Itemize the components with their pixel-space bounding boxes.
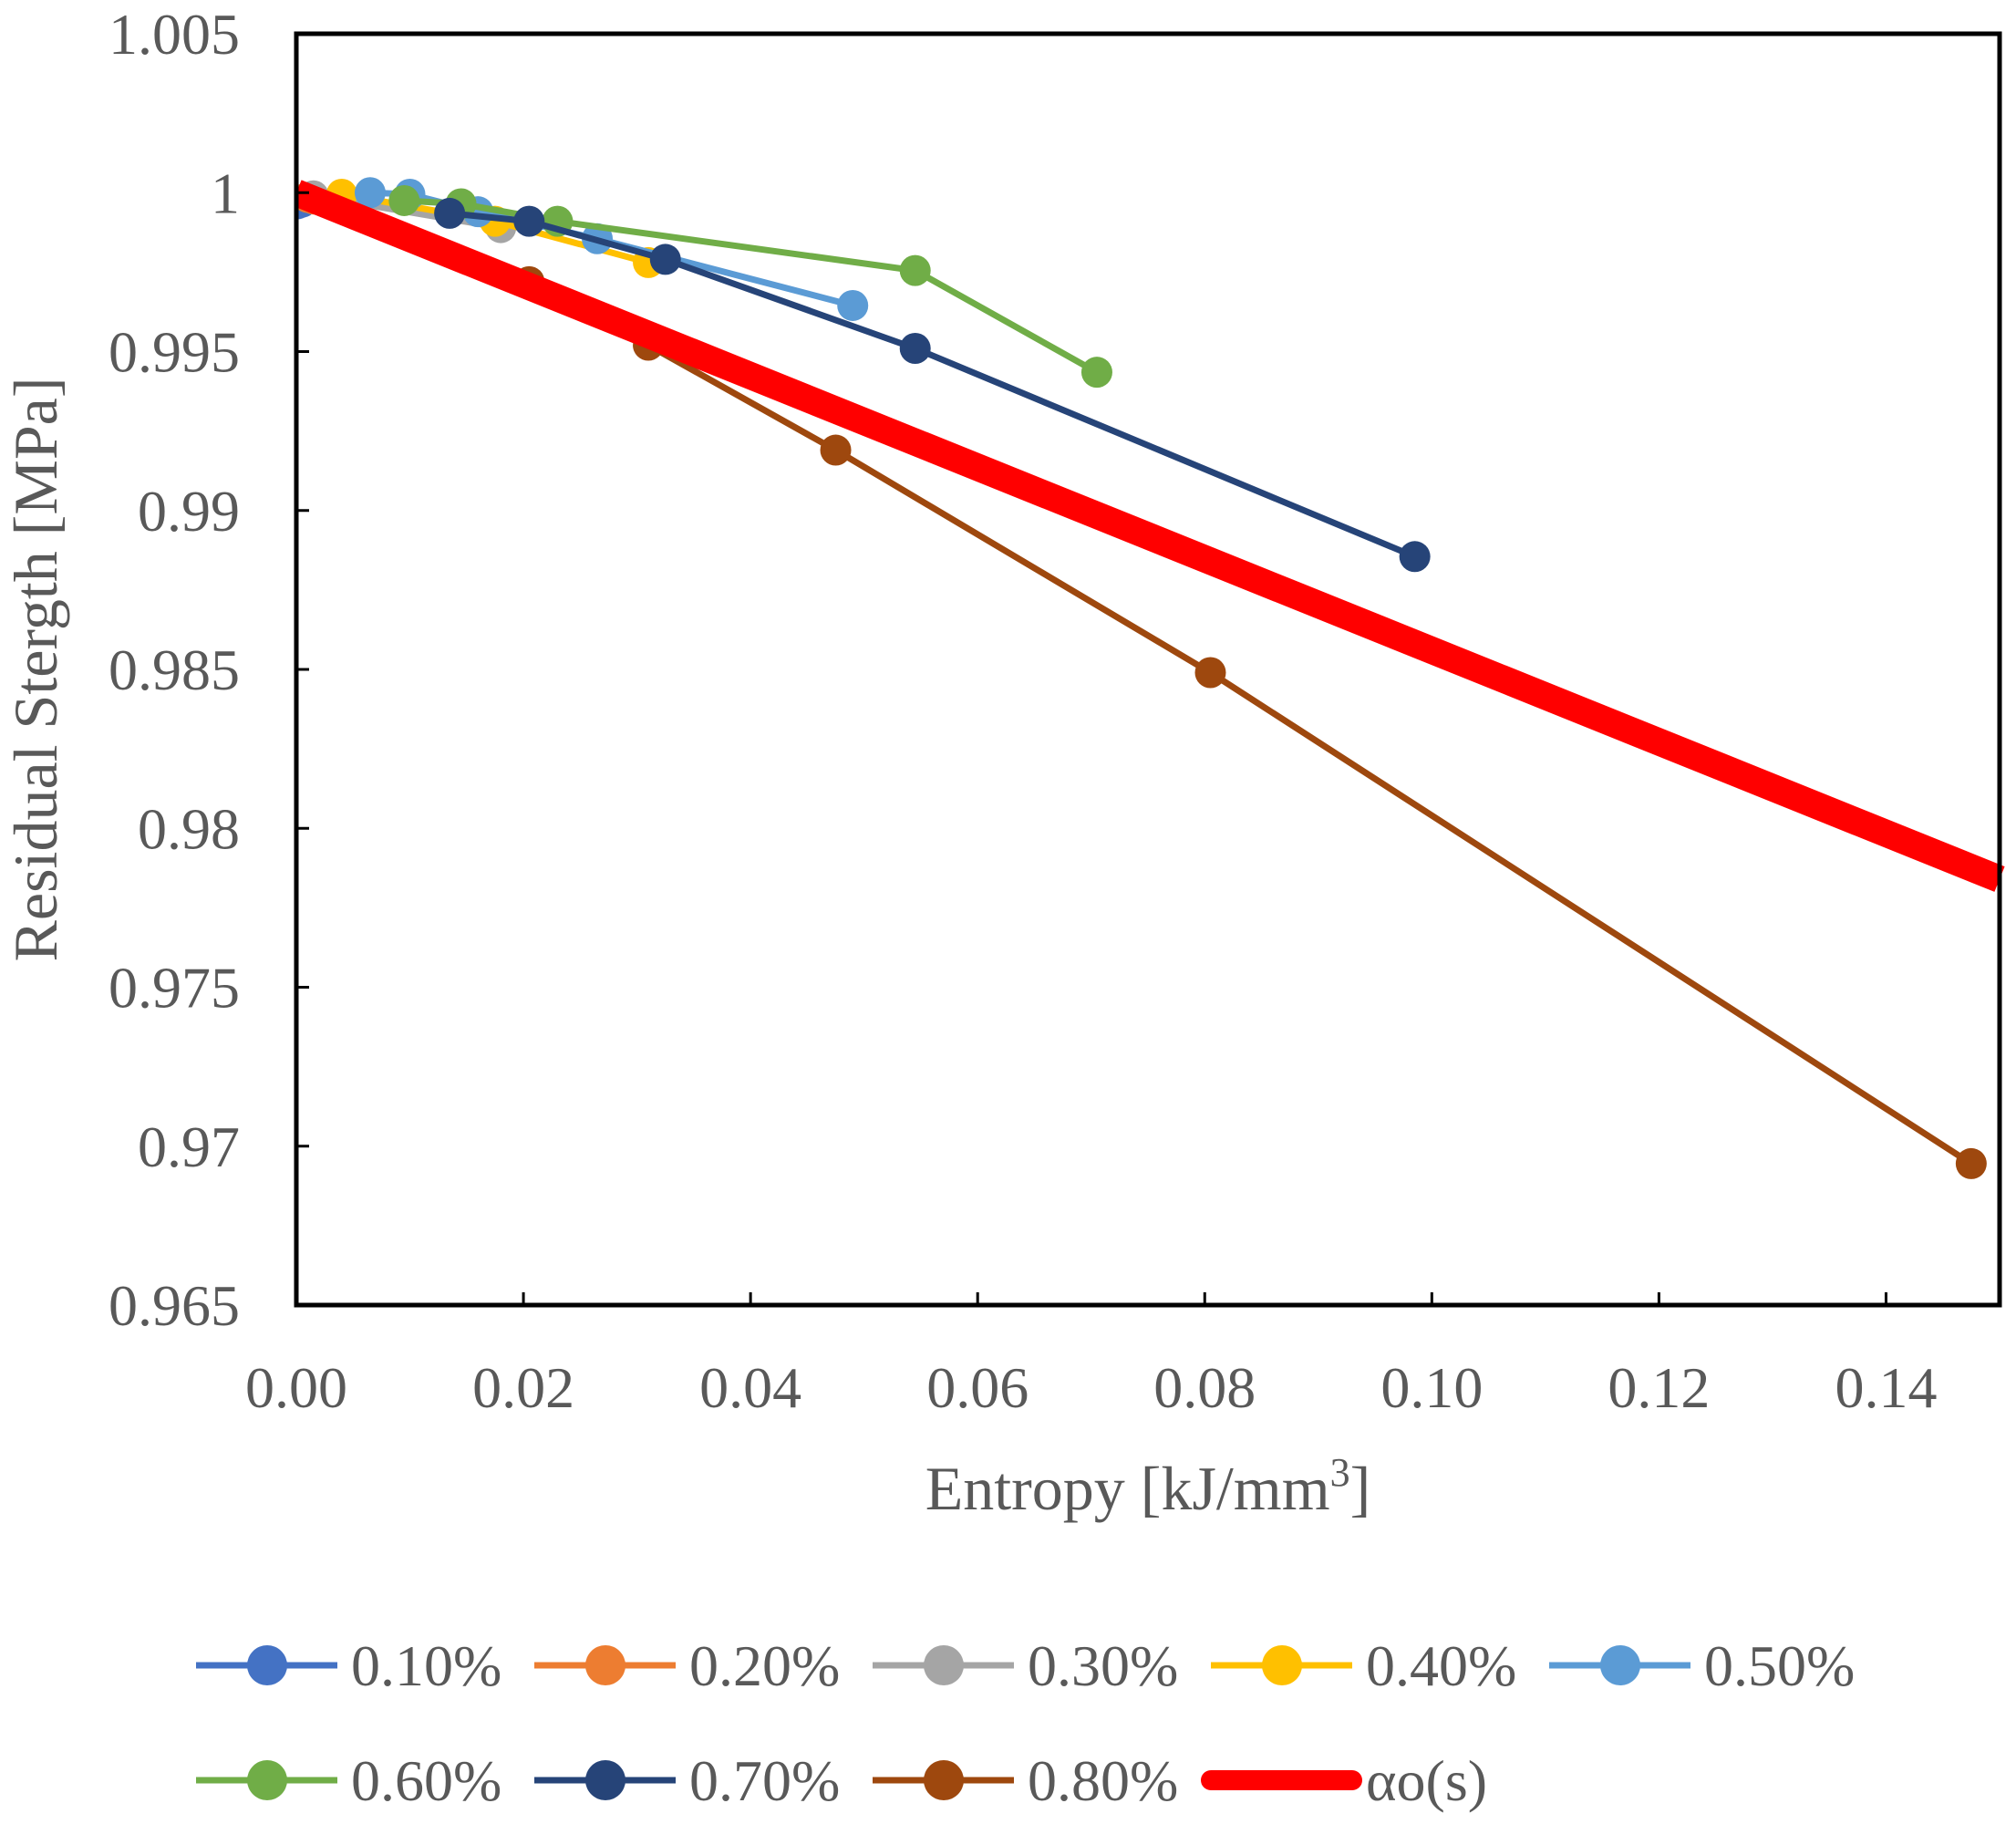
- legend-marker-080: [924, 1760, 964, 1800]
- x-axis-title-main: Entropy [kJ/mm: [925, 1454, 1330, 1523]
- y-tick-label: 0.965: [109, 1273, 240, 1338]
- data-point-070-4: [1399, 541, 1431, 573]
- axes: 0.00 0.02 0.04 0.06 0.08 0.10 0.12 0.14 1.005 1 0.…: [1, 2, 2002, 1523]
- legend: 0.10% 0.20% 0.30% 0.40% 0.50% 0.60% 0.70% 0.80%…: [196, 1633, 1855, 1813]
- data-point-080-3: [1194, 657, 1226, 689]
- legend-marker-020: [585, 1645, 625, 1685]
- data-point-060-0: [388, 184, 420, 216]
- data-point-060-4: [1080, 357, 1112, 389]
- legend-label-010: 0.10%: [351, 1633, 501, 1698]
- y-tick-label: 1: [211, 161, 240, 225]
- x-tick-label: 0.04: [699, 1355, 801, 1420]
- x-axis-title: Entropy [kJ/mm3]: [925, 1450, 1371, 1523]
- x-tick-label: 0.10: [1380, 1355, 1483, 1420]
- legend-label-020: 0.20%: [689, 1633, 840, 1698]
- data-point-080-4: [1955, 1147, 1987, 1179]
- y-tick-label: 0.975: [109, 956, 240, 1021]
- legend-marker-060: [247, 1760, 287, 1800]
- legend-label-060: 0.60%: [351, 1748, 501, 1813]
- x-tick-label: 0.12: [1608, 1355, 1710, 1420]
- data-point-050-4: [837, 289, 869, 321]
- data-point-050-0: [354, 177, 386, 209]
- x-tick-label: 0.08: [1153, 1355, 1256, 1420]
- data-point-070-0: [434, 197, 466, 229]
- x-tick-label: 0.06: [926, 1355, 1029, 1420]
- data-point-070-3: [899, 333, 931, 365]
- legend-marker-030: [924, 1645, 964, 1685]
- x-tick-label: 0.14: [1835, 1355, 1937, 1420]
- legend-marker-070: [585, 1760, 625, 1800]
- series-line-os: [296, 180, 2005, 892]
- data-point-070-1: [513, 205, 545, 237]
- legend-label-050: 0.50%: [1704, 1633, 1855, 1698]
- data-point-080-2: [820, 434, 852, 466]
- x-axis-title-superscript: 3: [1330, 1450, 1350, 1495]
- y-tick-label: 0.97: [138, 1114, 240, 1179]
- data-point-060-3: [899, 254, 931, 286]
- legend-label-030: 0.30%: [1028, 1633, 1178, 1698]
- legend-label-os: αo(s): [1366, 1748, 1487, 1813]
- y-tick-label: 0.98: [138, 796, 240, 861]
- legend-marker-040: [1262, 1645, 1302, 1685]
- legend-marker-010: [247, 1645, 287, 1685]
- y-tick-label: 1.005: [109, 2, 240, 67]
- x-tick-label: 0.02: [472, 1355, 574, 1420]
- plot-area: [296, 177, 2005, 1179]
- legend-label-040: 0.40%: [1366, 1633, 1516, 1698]
- legend-marker-050: [1600, 1645, 1640, 1685]
- x-axis-title-suffix: ]: [1350, 1454, 1371, 1523]
- y-tick-label: 0.995: [109, 320, 240, 385]
- data-point-070-2: [649, 244, 681, 275]
- legend-label-080: 0.80%: [1028, 1748, 1178, 1813]
- legend-label-070: 0.70%: [689, 1748, 840, 1813]
- y-tick-label: 0.985: [109, 637, 240, 702]
- y-tick-label: 0.99: [138, 479, 240, 544]
- x-tick-label: 0.00: [245, 1355, 347, 1420]
- y-axis-title: Residual Stergth [MPa]: [1, 378, 70, 962]
- series-line-080: [527, 278, 1973, 1166]
